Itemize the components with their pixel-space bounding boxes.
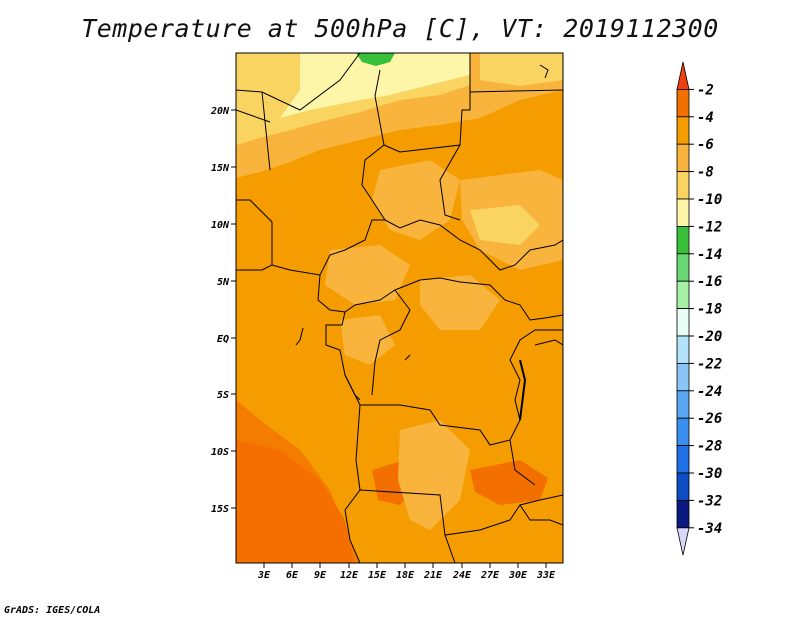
lat-label: 20N xyxy=(210,106,230,117)
lon-label: 24E xyxy=(452,570,472,581)
lat-label: 5N xyxy=(217,277,230,288)
lon-label: 3E xyxy=(257,570,271,581)
lon-label: 33E xyxy=(536,570,556,581)
colorbar-label: -4 xyxy=(697,110,714,126)
lon-label: 12E xyxy=(340,570,359,581)
temperature-field xyxy=(236,53,563,563)
colorbar-swatch xyxy=(676,308,690,337)
colorbar-label: -2 xyxy=(697,82,714,98)
colorbar-label: -22 xyxy=(697,356,722,372)
colorbar-label: -20 xyxy=(697,329,722,345)
lon-labels: 3E 6E 9E 12E 15E 18E 21E 24E 27E 30E 33E xyxy=(257,570,556,581)
colorbar-label: -10 xyxy=(697,192,722,208)
colorbar-label: -26 xyxy=(697,411,722,427)
colorbar-label: -28 xyxy=(697,439,722,455)
colorbar-swatch xyxy=(676,280,690,310)
colorbar-swatch xyxy=(676,89,690,118)
colorbar-label: -12 xyxy=(697,219,722,235)
credit-label: GrADS: IGES/COLA xyxy=(4,605,101,616)
lon-label: 6E xyxy=(286,570,299,581)
lat-label: 10S xyxy=(211,447,229,458)
lon-ticks xyxy=(263,563,547,568)
colorbar-swatch xyxy=(676,143,690,172)
colorbar-swatch xyxy=(676,445,690,474)
colorbar-label: -16 xyxy=(697,274,722,290)
colorbar-bottom-arrow xyxy=(676,527,690,556)
colorbar-label: -32 xyxy=(697,493,722,509)
colorbar: -2 -4 -6 -8 -10 -12 -14 -16 -18 -20 -22 -24 -26 -28 -3… xyxy=(676,61,722,556)
colorbar-top-arrow xyxy=(676,61,690,90)
lon-label: 15E xyxy=(368,570,387,581)
colorbar-swatch xyxy=(676,417,690,447)
lat-label: 10N xyxy=(211,220,230,231)
lat-labels: 20N 15N 10N 5N EQ 5S 10S 15S xyxy=(210,106,230,515)
colorbar-swatch xyxy=(676,253,690,282)
colorbar-label: -8 xyxy=(697,165,714,181)
map-title: Temperature at 500hPa [C], VT: 201911230… xyxy=(81,14,719,43)
colorbar-swatch xyxy=(676,472,690,501)
colorbar-label: -34 xyxy=(697,521,722,537)
map-frame xyxy=(235,52,564,564)
colorbar-label: -30 xyxy=(697,466,722,482)
lon-label: 9E xyxy=(314,570,327,581)
lon-label: 18E xyxy=(396,570,415,581)
colorbar-swatch xyxy=(676,225,690,255)
lat-label: 15S xyxy=(211,504,229,515)
colorbar-label: -24 xyxy=(697,384,722,400)
country-borders xyxy=(236,53,563,563)
lat-label: EQ xyxy=(217,334,229,345)
lat-ticks xyxy=(231,109,236,509)
lat-label: 5S xyxy=(217,390,229,401)
colorbar-swatch xyxy=(676,116,690,145)
colorbar-label: -18 xyxy=(697,302,722,318)
colorbar-swatch xyxy=(676,499,690,529)
lon-label: 21E xyxy=(423,570,443,581)
colorbar-swatch xyxy=(676,390,690,419)
colorbar-swatch xyxy=(676,335,690,364)
lon-label: 30E xyxy=(508,570,528,581)
colorbar-swatch xyxy=(676,171,690,200)
lon-label: 27E xyxy=(480,570,500,581)
colorbar-label: -14 xyxy=(697,247,722,263)
lat-label: 15N xyxy=(211,163,230,174)
colorbar-label: -6 xyxy=(697,137,714,153)
colorbar-swatch xyxy=(676,198,690,227)
colorbar-swatch xyxy=(676,362,690,392)
